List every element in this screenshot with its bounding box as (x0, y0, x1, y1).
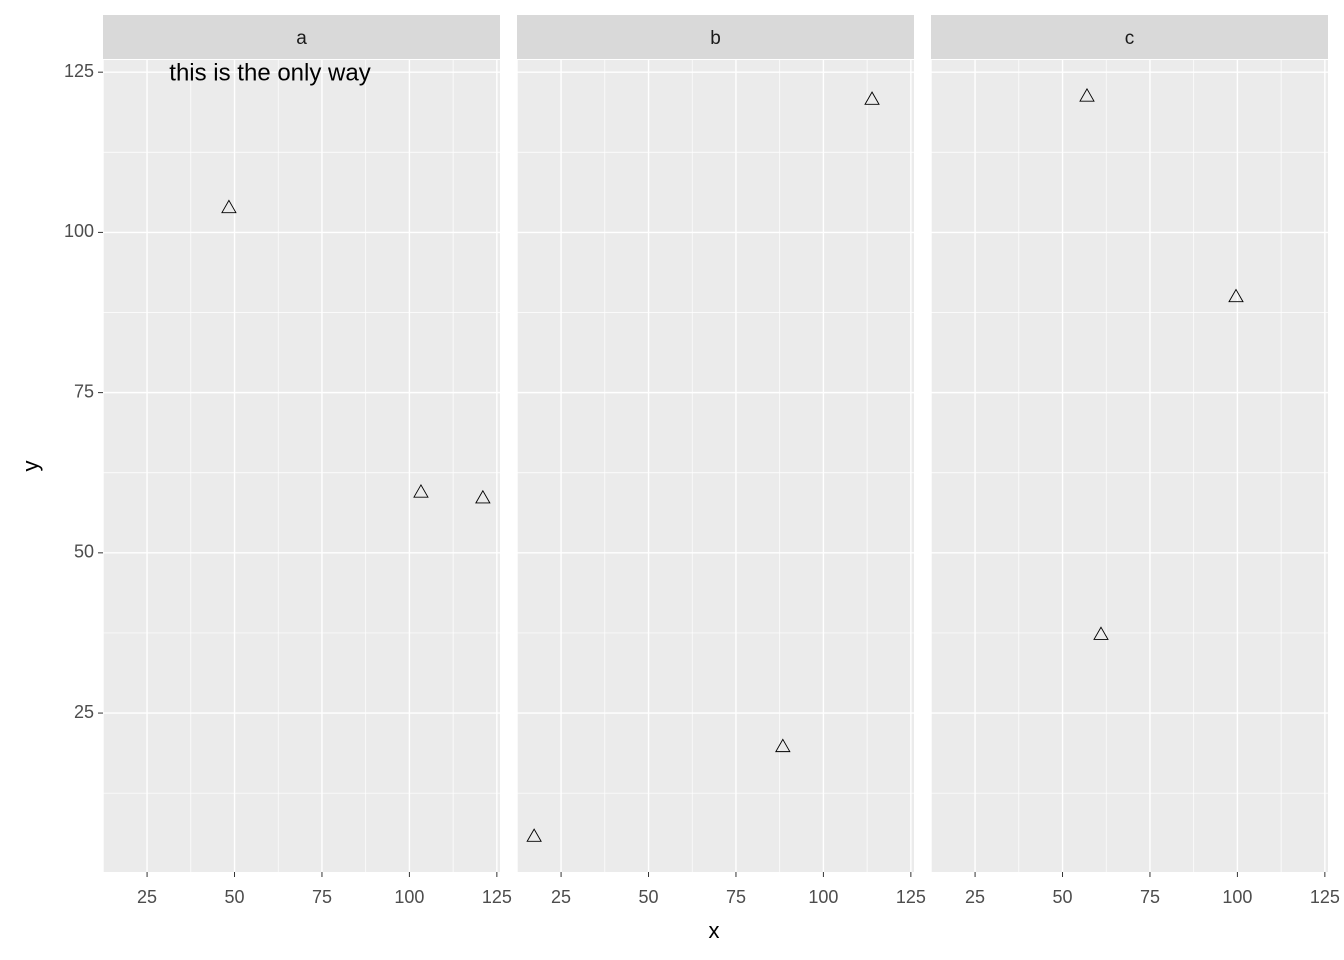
x-tick-label: 125 (896, 887, 926, 907)
point (475, 489, 491, 504)
x-tick-label: 100 (1222, 887, 1252, 907)
point (775, 738, 791, 753)
x-tick-label: 75 (1140, 887, 1160, 907)
x-axis-title: x (709, 918, 720, 943)
strip (103, 15, 500, 59)
point (1228, 288, 1244, 303)
x-tick-label: 25 (137, 887, 157, 907)
strip (517, 15, 914, 59)
x-tick-label: 50 (1053, 887, 1073, 907)
point (864, 91, 880, 105)
strip-label: b (710, 28, 721, 49)
strip-label: c (1125, 28, 1135, 49)
x-tick-label: 25 (965, 887, 985, 907)
x-tick-label: 75 (312, 887, 332, 907)
y-tick-label: 75 (74, 381, 94, 401)
x-tick-label: 50 (639, 887, 659, 907)
panel (931, 60, 1328, 872)
x-tick-label: 125 (1310, 887, 1340, 907)
point (1093, 626, 1109, 640)
x-tick-label: 50 (225, 887, 245, 907)
point (221, 199, 237, 214)
strip-label: a (296, 28, 307, 49)
panel (103, 60, 500, 872)
point (1079, 87, 1095, 102)
x-tick-label: 25 (551, 887, 571, 907)
y-tick-label: 100 (64, 221, 94, 241)
strip (931, 15, 1328, 59)
y-tick-label: 25 (74, 702, 94, 722)
annotation: this is the only way (169, 59, 370, 86)
x-tick-label: 125 (482, 887, 512, 907)
y-axis-title: y (18, 461, 43, 472)
y-tick-label: 125 (64, 61, 94, 81)
x-tick-label: 100 (808, 887, 838, 907)
panel (517, 60, 914, 872)
x-tick-label: 100 (394, 887, 424, 907)
point (413, 484, 429, 498)
point (526, 828, 542, 842)
x-tick-label: 75 (726, 887, 746, 907)
y-tick-label: 50 (74, 542, 94, 562)
